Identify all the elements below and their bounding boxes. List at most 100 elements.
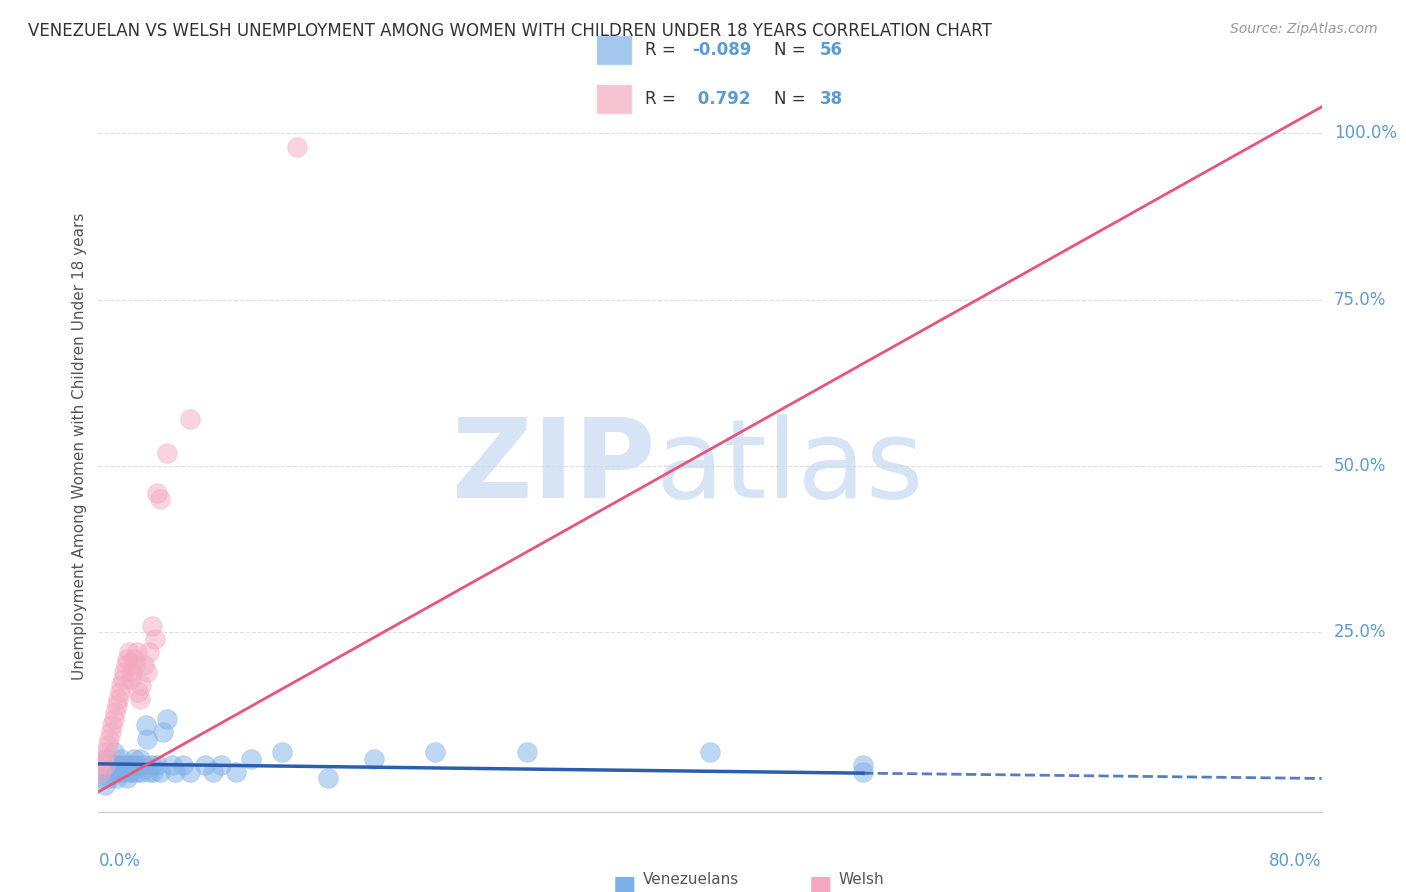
Point [172, 758, 194, 772]
Point [93, 758, 115, 772]
FancyBboxPatch shape [596, 35, 633, 65]
Point [110, 678, 132, 692]
Text: 25.0%: 25.0% [1334, 624, 1386, 641]
Text: ZIP: ZIP [451, 415, 655, 522]
Point [128, 751, 150, 765]
Text: ■: ■ [808, 874, 832, 892]
Text: N =: N = [775, 90, 811, 108]
Point [101, 718, 124, 732]
Point [179, 412, 201, 426]
Point [129, 764, 152, 779]
Point [152, 725, 174, 739]
Point [111, 672, 134, 686]
Point [120, 672, 142, 686]
Point [90, 758, 112, 772]
Point [516, 745, 538, 759]
Point [108, 685, 131, 699]
Point [103, 758, 125, 772]
Text: ■: ■ [613, 874, 637, 892]
Point [111, 758, 134, 772]
Point [94, 751, 117, 765]
Point [125, 764, 148, 779]
Text: 0.792: 0.792 [692, 90, 751, 108]
Point [87, 758, 110, 772]
Point [121, 764, 143, 779]
Point [149, 764, 172, 779]
Text: R =: R = [645, 90, 686, 108]
Point [149, 492, 172, 507]
Point [270, 745, 292, 759]
Point [118, 645, 141, 659]
FancyBboxPatch shape [596, 85, 633, 114]
Point [120, 758, 142, 772]
Point [98, 772, 121, 786]
Point [94, 745, 117, 759]
Point [124, 658, 146, 673]
Point [117, 772, 139, 786]
Point [97, 738, 120, 752]
Point [225, 764, 247, 779]
Point [100, 725, 122, 739]
Text: 38: 38 [820, 90, 842, 108]
Point [135, 718, 157, 732]
Point [134, 758, 156, 772]
Point [143, 632, 166, 646]
Point [121, 665, 143, 679]
Point [100, 758, 122, 772]
Text: Welsh: Welsh [838, 871, 884, 887]
Point [136, 665, 159, 679]
Point [699, 745, 721, 759]
Point [136, 731, 159, 746]
Point [160, 758, 183, 772]
Text: VENEZUELAN VS WELSH UNEMPLOYMENT AMONG WOMEN WITH CHILDREN UNDER 18 YEARS CORREL: VENEZUELAN VS WELSH UNEMPLOYMENT AMONG W… [28, 22, 993, 40]
Point [156, 445, 179, 459]
Point [127, 685, 149, 699]
Point [423, 745, 446, 759]
Text: 0.0%: 0.0% [98, 852, 141, 870]
Point [91, 772, 114, 786]
Point [115, 758, 138, 772]
Point [134, 658, 156, 673]
Point [103, 712, 125, 726]
Point [138, 645, 160, 659]
Point [156, 712, 179, 726]
Point [316, 772, 339, 786]
Point [93, 778, 115, 792]
Point [108, 764, 131, 779]
Point [97, 764, 120, 779]
Point [141, 618, 163, 632]
Point [103, 745, 125, 759]
Point [852, 758, 875, 772]
Point [91, 751, 114, 765]
Point [209, 758, 232, 772]
Text: -0.089: -0.089 [692, 41, 751, 59]
Point [98, 731, 121, 746]
Point [115, 658, 138, 673]
Point [194, 758, 217, 772]
Y-axis label: Unemployment Among Women with Children Under 18 years: Unemployment Among Women with Children U… [72, 212, 87, 680]
Point [128, 691, 150, 706]
Point [141, 758, 163, 772]
Text: N =: N = [775, 41, 811, 59]
Point [142, 764, 165, 779]
Point [138, 764, 160, 779]
Text: 56: 56 [820, 41, 842, 59]
Point [101, 764, 124, 779]
Point [363, 751, 385, 765]
Text: 80.0%: 80.0% [1270, 852, 1322, 870]
Point [852, 764, 875, 779]
Point [90, 764, 112, 779]
Point [145, 758, 167, 772]
Point [104, 764, 127, 779]
Point [117, 652, 139, 666]
Text: 75.0%: 75.0% [1334, 291, 1386, 309]
Text: atlas: atlas [655, 415, 924, 522]
Point [163, 764, 186, 779]
Point [105, 772, 128, 786]
Point [129, 678, 152, 692]
Point [122, 652, 145, 666]
Point [112, 764, 135, 779]
Point [145, 485, 167, 500]
Point [107, 691, 129, 706]
Point [285, 140, 308, 154]
